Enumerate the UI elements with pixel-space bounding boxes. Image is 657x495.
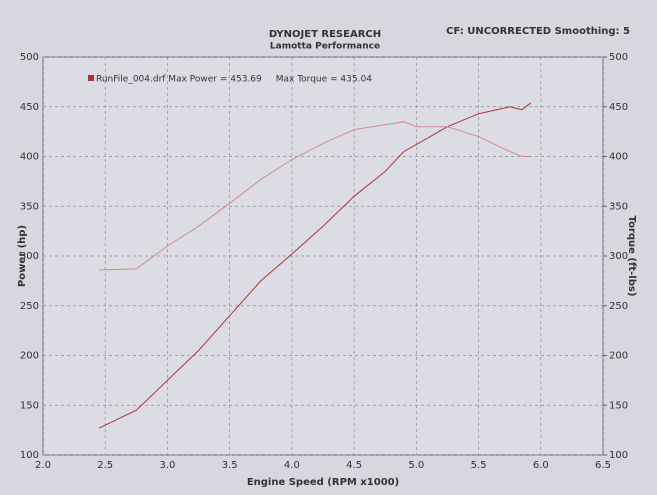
chart-subtitle: Lamotta Performance [270, 42, 380, 52]
y-tick-label: 150 [20, 400, 39, 411]
y-tick-label: 200 [20, 351, 39, 362]
y2-tick-label: 300 [609, 251, 628, 262]
y-tick-label: 300 [20, 251, 39, 262]
x-tick-label: 6.5 [595, 460, 611, 471]
y2-tick-label: 350 [609, 201, 628, 212]
legend-label: RunFile_004.drf Max Power = 453.69 [96, 75, 262, 85]
y-tick-label: 350 [20, 201, 39, 212]
series-line [98, 102, 532, 429]
y-tick-label: 500 [20, 52, 39, 63]
legend-label: Max Torque = 435.04 [276, 75, 372, 85]
series-line [98, 121, 531, 271]
y2-tick-label: 100 [609, 450, 628, 461]
y-tick-label: 400 [20, 152, 39, 163]
y2-tick-label: 450 [609, 102, 628, 113]
y2-tick-label: 150 [609, 400, 628, 411]
x-tick-label: 5.5 [471, 460, 487, 471]
y2-axis-label: Torque (ft-lbs) [626, 216, 637, 297]
x-axis-label: Engine Speed (RPM x1000) [247, 477, 399, 488]
x-tick-label: 3.0 [159, 460, 175, 471]
y-axis-label: Power (hp) [17, 225, 28, 287]
y-tick-label: 250 [20, 301, 39, 312]
plot-area [42, 56, 604, 456]
x-tick-label: 3.5 [222, 460, 238, 471]
x-tick-label: 6.0 [533, 460, 549, 471]
chart-title: DYNOJET RESEARCH [269, 29, 381, 40]
y2-tick-label: 250 [609, 301, 628, 312]
y2-tick-label: 200 [609, 351, 628, 362]
x-tick-label: 5.0 [408, 460, 424, 471]
x-tick-label: 2.0 [35, 460, 51, 471]
y-tick-label: 100 [20, 450, 39, 461]
legend-swatch [88, 75, 94, 81]
x-tick-label: 4.5 [346, 460, 362, 471]
x-tick-label: 2.5 [97, 460, 113, 471]
x-tick-label: 4.0 [284, 460, 300, 471]
annotation: CF: UNCORRECTED Smoothing: 5 [446, 26, 630, 37]
y-tick-label: 450 [20, 102, 39, 113]
y2-tick-label: 400 [609, 152, 628, 163]
y2-tick-label: 500 [609, 52, 628, 63]
